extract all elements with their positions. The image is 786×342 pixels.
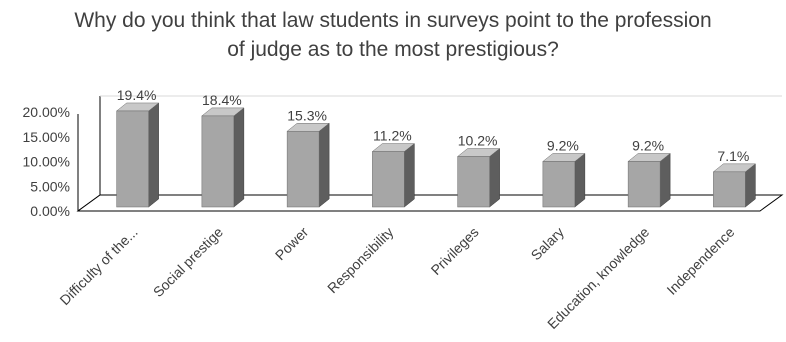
data-label: 11.2% xyxy=(373,128,412,144)
bar xyxy=(115,102,160,208)
data-label: 7.1% xyxy=(717,148,749,164)
x-tick-label: Privileges xyxy=(428,224,482,278)
chart-floor xyxy=(76,194,784,212)
bars xyxy=(115,102,757,208)
bar-front xyxy=(542,161,576,208)
data-label: 9.2% xyxy=(632,137,664,153)
x-tick-label: Difficulty of the... xyxy=(56,224,140,308)
back-wall-left-edge xyxy=(77,96,101,212)
data-labels: 19.4% 18.4% 15.3% 11.2% 10.2% 9.2% 9.2% 7.1% xyxy=(117,87,750,164)
y-tick-label: 15.00% xyxy=(23,129,70,145)
bar xyxy=(627,152,671,208)
y-tick-label: 5.00% xyxy=(30,178,70,194)
y-tick-label: 20.00% xyxy=(23,104,70,120)
bar-front xyxy=(201,115,235,208)
bar-front xyxy=(457,156,490,208)
chart-title-line-2: of judge as to the most prestigious? xyxy=(227,38,559,61)
data-label: 19.4% xyxy=(117,87,157,103)
bar-side xyxy=(574,152,586,208)
chart-title-line-1: Why do you think that law students in su… xyxy=(74,9,712,32)
bar-side xyxy=(233,107,245,208)
data-label: 10.2% xyxy=(458,133,498,149)
data-label: 15.3% xyxy=(287,107,327,123)
bar-side xyxy=(489,147,500,208)
bar xyxy=(286,122,330,208)
x-tick-label: Social prestige xyxy=(150,224,226,300)
bar xyxy=(456,147,501,208)
bar-side xyxy=(148,102,159,208)
bar-front xyxy=(116,110,149,208)
bar xyxy=(201,107,245,208)
bar-front xyxy=(713,171,746,208)
bar-front xyxy=(286,131,320,208)
x-axis-labels: Difficulty of the... Social prestige Power… xyxy=(56,224,737,332)
x-tick-label: Salary xyxy=(528,224,567,263)
x-tick-label: Power xyxy=(272,224,312,264)
bar-front xyxy=(372,151,405,208)
y-axis-ticks: 0.00% 5.00% 10.00% 15.00% 20.00% xyxy=(23,104,70,219)
y-tick-label: 10.00% xyxy=(23,154,70,170)
y-tick-label: 0.00% xyxy=(30,203,70,219)
bar-side xyxy=(659,152,671,208)
bar xyxy=(371,143,416,208)
bar-side xyxy=(318,122,330,208)
bar xyxy=(542,152,586,208)
chart-frame xyxy=(76,95,784,212)
bar-front xyxy=(627,161,661,208)
x-tick-label: Independence xyxy=(663,224,737,298)
data-label: 9.2% xyxy=(547,137,579,153)
chart-title: Why do you think that law students in su… xyxy=(0,6,786,64)
bar-side xyxy=(404,143,415,208)
data-label: 18.4% xyxy=(202,92,242,108)
bar xyxy=(712,163,757,208)
x-tick-label: Responsibility xyxy=(324,224,396,296)
